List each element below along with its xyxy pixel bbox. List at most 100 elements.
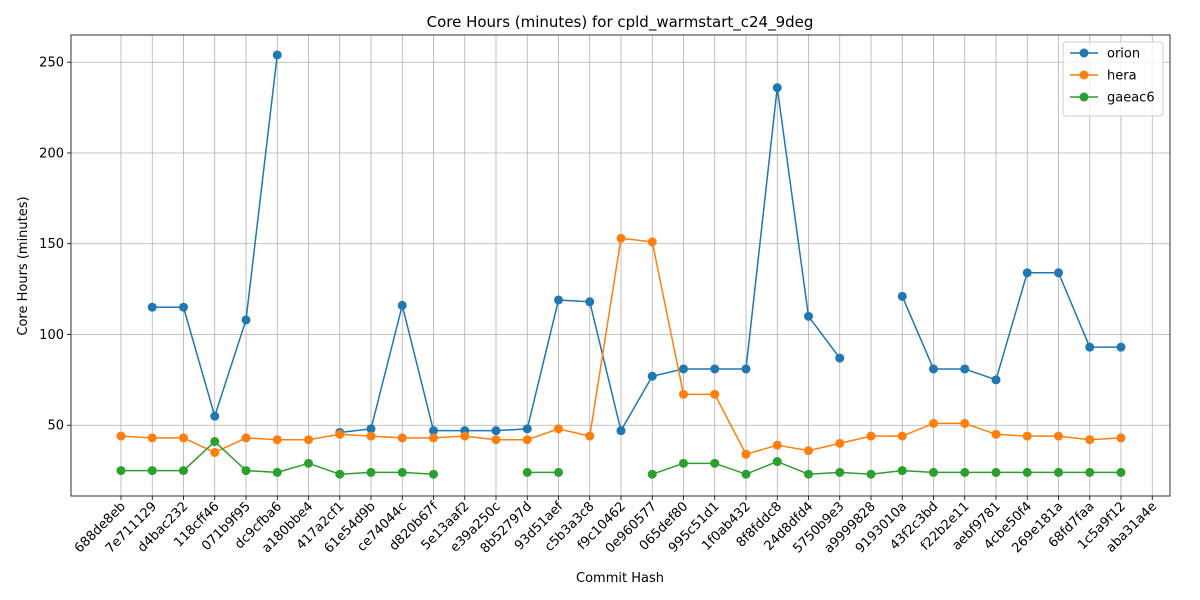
data-point-hera <box>366 431 376 441</box>
legend-marker-gaeac6 <box>1079 92 1089 102</box>
data-point-gaeac6 <box>1116 467 1126 477</box>
data-point-hera <box>460 431 470 441</box>
legend-marker-hera <box>1079 70 1089 80</box>
data-point-hera <box>116 431 126 441</box>
data-point-hera <box>397 433 407 443</box>
data-point-orion <box>554 295 563 305</box>
data-point-gaeac6 <box>866 469 876 479</box>
data-point-hera <box>710 389 720 399</box>
data-point-orion <box>835 353 845 363</box>
data-point-orion <box>585 297 595 307</box>
data-point-gaeac6 <box>804 469 813 479</box>
data-point-orion <box>1022 268 1032 278</box>
data-point-orion <box>647 371 657 381</box>
data-point-orion <box>897 291 907 301</box>
legend-label-orion: orion <box>1107 47 1140 62</box>
data-point-gaeac6 <box>304 458 313 468</box>
data-point-hera <box>679 389 688 399</box>
data-point-gaeac6 <box>116 466 126 476</box>
data-point-gaeac6 <box>366 467 376 477</box>
data-point-gaeac6 <box>647 469 657 479</box>
data-point-hera <box>866 431 876 441</box>
data-point-gaeac6 <box>960 467 970 477</box>
data-point-orion <box>741 364 751 374</box>
data-point-orion <box>366 424 376 434</box>
legend-label-gaeac6: gaeac6 <box>1107 91 1155 106</box>
grid-lines <box>71 35 1170 496</box>
data-point-hera <box>147 433 157 443</box>
legend-entries: orion hera gaeac6 <box>1070 47 1155 106</box>
data-point-hera <box>1085 435 1095 445</box>
data-point-gaeac6 <box>710 458 720 468</box>
data-point-orion <box>929 364 938 374</box>
y-axis-ticks: 50 100 150 200 250 <box>39 56 71 434</box>
data-point-hera <box>179 433 188 443</box>
data-point-gaeac6 <box>1054 467 1063 477</box>
series-hera <box>116 233 1126 459</box>
data-point-hera <box>429 433 438 443</box>
data-point-orion <box>960 364 970 374</box>
data-point-hera <box>491 435 501 445</box>
data-point-gaeac6 <box>429 469 438 479</box>
data-point-gaeac6 <box>179 466 188 476</box>
y-tick-label: 100 <box>39 328 64 343</box>
data-point-orion <box>241 315 251 325</box>
data-point-hera <box>554 424 563 434</box>
data-point-orion <box>991 375 1001 385</box>
data-point-orion <box>804 311 813 321</box>
data-point-orion <box>679 364 688 374</box>
data-point-gaeac6 <box>1085 467 1095 477</box>
data-point-orion <box>1116 342 1126 352</box>
legend-marker-orion <box>1079 48 1089 58</box>
data-point-hera <box>772 440 782 450</box>
data-point-gaeac6 <box>522 467 532 477</box>
series-orion <box>147 50 1126 437</box>
data-point-hera <box>241 433 251 443</box>
data-point-orion <box>147 302 157 312</box>
data-point-orion <box>772 83 782 93</box>
data-point-gaeac6 <box>1022 467 1032 477</box>
y-tick-label: 150 <box>39 237 64 252</box>
data-point-gaeac6 <box>554 467 563 477</box>
data-point-gaeac6 <box>397 467 407 477</box>
plot-area-frame <box>70 34 1171 497</box>
data-point-gaeac6 <box>929 467 938 477</box>
data-point-orion <box>272 50 282 60</box>
series-gaeac6 <box>116 437 1126 479</box>
y-axis-title: Core Hours (minutes) <box>16 196 31 335</box>
data-point-hera <box>991 429 1001 439</box>
data-point-hera <box>1022 431 1032 441</box>
data-point-orion <box>179 302 188 312</box>
y-tick-label: 200 <box>39 146 64 161</box>
data-point-hera <box>210 447 220 457</box>
data-point-gaeac6 <box>897 466 907 476</box>
data-point-gaeac6 <box>210 437 220 447</box>
data-point-gaeac6 <box>741 469 751 479</box>
data-point-hera <box>929 418 938 428</box>
data-point-orion <box>1054 268 1063 278</box>
data-point-gaeac6 <box>835 467 845 477</box>
data-point-orion <box>710 364 720 374</box>
data-point-orion <box>522 424 532 434</box>
data-point-gaeac6 <box>335 469 345 479</box>
series-line-orion <box>901 272 1121 381</box>
x-axis-title: Commit Hash <box>576 571 664 586</box>
data-point-orion <box>1085 342 1095 352</box>
data-point-hera <box>647 237 657 247</box>
series-lines <box>116 50 1126 479</box>
data-point-hera <box>585 431 595 441</box>
y-tick-label: 50 <box>47 419 64 434</box>
data-point-hera <box>835 438 845 448</box>
data-point-hera <box>804 446 813 456</box>
data-point-orion <box>429 426 438 436</box>
data-point-gaeac6 <box>147 466 157 476</box>
series-line-gaeac6 <box>652 460 1121 475</box>
data-point-hera <box>304 435 313 445</box>
data-point-hera <box>522 435 532 445</box>
data-point-hera <box>1054 431 1063 441</box>
data-point-hera <box>335 429 345 439</box>
legend-label-hera: hera <box>1107 69 1137 84</box>
data-point-orion <box>210 411 220 421</box>
data-point-orion <box>491 426 501 436</box>
